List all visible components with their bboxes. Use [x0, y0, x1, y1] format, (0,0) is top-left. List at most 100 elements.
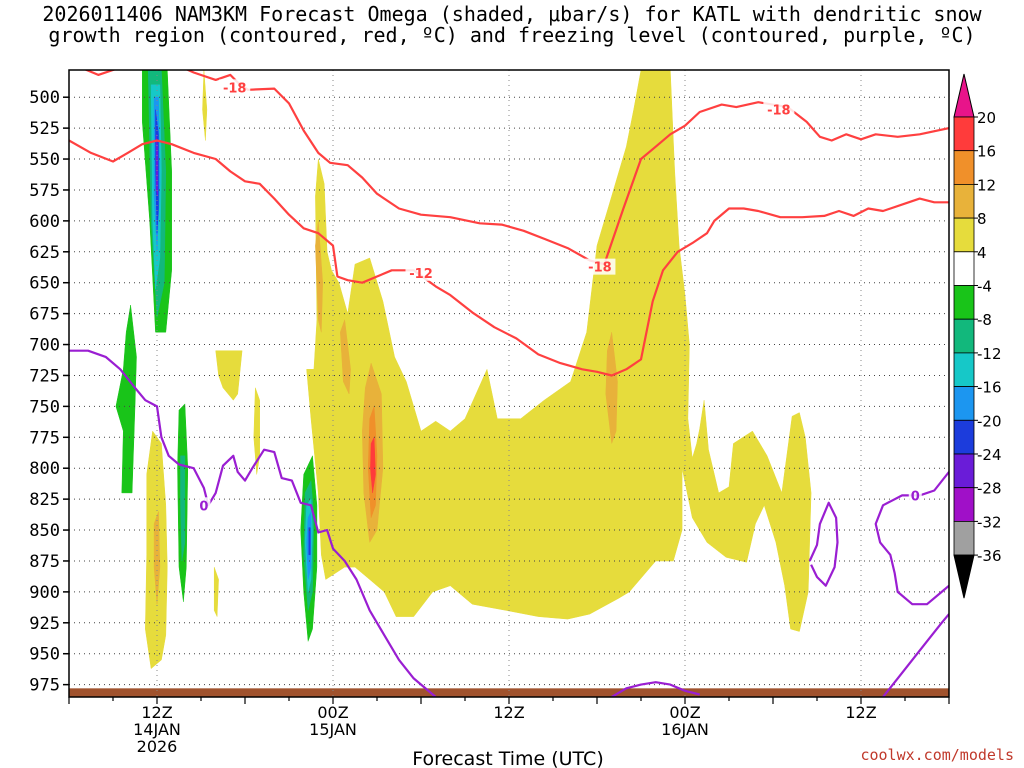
colorbar-label: -32	[977, 513, 1002, 531]
colorbar-bin	[953, 150, 975, 185]
contour-label-bg	[763, 101, 795, 118]
y-tick-label: 850	[29, 521, 60, 541]
omega-shade-region	[370, 437, 376, 493]
y-tick-label: 775	[29, 428, 60, 448]
colorbar-bin	[953, 318, 975, 354]
y-tick-label: 550	[29, 150, 60, 170]
omega-shade-region	[253, 387, 260, 475]
y-tick-label: 800	[29, 459, 60, 479]
y-tick-label: 900	[29, 583, 60, 603]
y-tick-label: 950	[29, 645, 60, 665]
colorbar-min-triangle	[953, 554, 975, 599]
y-tick-label: 925	[29, 614, 60, 634]
contour-label-bg	[219, 79, 251, 96]
omega-shade-region	[340, 319, 351, 395]
title-line-1: 2026011406 NAM3KM Forecast Omega (shaded…	[42, 2, 982, 26]
y-tick-label: 575	[29, 181, 60, 201]
omega-shade-region	[153, 511, 161, 605]
omega-shade-region	[315, 220, 323, 333]
contour-label-bg	[197, 497, 211, 514]
contour-label: 0	[911, 489, 920, 504]
x-tick-label: 14JAN	[133, 720, 181, 739]
contour-line	[882, 613, 949, 697]
omega-shade-region	[115, 304, 137, 494]
colorbar-label: -12	[977, 345, 1002, 363]
contour-label: 0	[199, 499, 208, 514]
contour-label-bg	[908, 487, 922, 504]
contour-label-layer: -18 -12 -18 -18 0 0	[197, 79, 922, 514]
ground-band	[69, 688, 949, 697]
colorbar-bin	[953, 487, 975, 522]
omega-shade-region	[202, 70, 208, 141]
colorbar-label: 4	[977, 244, 987, 262]
y-tick-label: 750	[29, 397, 60, 417]
plot-area: -18 -12 -18 -18 0 0	[68, 69, 950, 698]
x-tick-label: 12Z	[845, 703, 876, 722]
colorbar-label: -24	[977, 446, 1002, 464]
colorbar: 20 16 12 8 4 -4 -8 -12 -16 -20 -24 -28 -32 -36	[953, 73, 1002, 599]
colorbar-bin	[953, 352, 975, 387]
y-tick-label: 600	[29, 212, 60, 232]
x-tick-label: 15JAN	[309, 720, 357, 739]
colorbar-label: -36	[977, 547, 1002, 565]
colorbar-bin	[953, 217, 975, 253]
colorbar-label: -28	[977, 480, 1002, 498]
colorbar-bin	[953, 116, 975, 152]
site-credit: coolwx.com/models	[860, 746, 1014, 764]
omega-shade-region	[306, 70, 812, 632]
contour-label-bg	[405, 264, 437, 281]
colorbar-bin	[953, 183, 975, 219]
contour-line	[69, 349, 437, 697]
y-axis: 500 525 550 575 600 625 650 675 700 725 750 775 800 8…	[29, 88, 69, 696]
x-tick-label: 12Z	[493, 703, 524, 722]
y-tick-label: 975	[29, 676, 60, 696]
contour-line	[69, 139, 949, 377]
colorbar-label: -16	[977, 379, 1002, 397]
colorbar-bin	[953, 419, 975, 455]
contour-line	[808, 501, 839, 587]
colorbar-bin	[953, 521, 975, 556]
colorbar-bin	[953, 251, 975, 286]
omega-shade-region	[180, 455, 186, 562]
colorbar-bin	[953, 285, 975, 320]
contour-line	[611, 681, 700, 697]
colorbar-label: -4	[977, 278, 992, 296]
y-tick-label: 700	[29, 336, 60, 356]
y-tick-label: 525	[29, 119, 60, 139]
y-tick-label: 500	[29, 88, 60, 108]
colorbar-bin	[953, 453, 975, 489]
colorbar-label: 12	[977, 176, 996, 194]
contour-label-bg	[584, 258, 616, 275]
x-tick-label: 12Z	[141, 703, 172, 722]
contour-label: -18	[588, 261, 612, 276]
colorbar-label: -8	[977, 311, 992, 329]
omega-shading-layer	[69, 70, 949, 697]
colorbar-max-triangle	[953, 73, 975, 118]
colorbar-label: 8	[977, 210, 987, 228]
y-tick-label: 825	[29, 490, 60, 510]
y-tick-label: 725	[29, 366, 60, 386]
colorbar-label: -20	[977, 412, 1002, 430]
chart-title: 2026011406 NAM3KM Forecast Omega (shaded…	[0, 4, 1024, 46]
y-tick-label: 675	[29, 305, 60, 325]
omega-shade-region	[308, 527, 311, 556]
x-tick-label: 00Z	[669, 703, 700, 722]
colorbar-label: 16	[977, 143, 996, 161]
x-tick-label: 2026	[137, 737, 178, 756]
x-tick-label: 00Z	[317, 703, 348, 722]
y-tick-label: 650	[29, 274, 60, 294]
title-line-2: growth region (contoured, red, ºC) and f…	[48, 23, 976, 47]
grid-layer	[69, 70, 949, 697]
colorbar-bin	[953, 386, 975, 421]
contour-label: -18	[223, 81, 247, 96]
y-tick-label: 625	[29, 243, 60, 263]
y-tick-label: 875	[29, 552, 60, 572]
contour-label: -12	[409, 267, 433, 282]
omega-shade-region	[213, 567, 219, 617]
omega-shade-region	[605, 332, 618, 444]
x-axis-label: Forecast Time (UTC)	[412, 748, 603, 768]
omega-shade-region	[215, 350, 243, 401]
contour-label: -18	[767, 104, 791, 119]
